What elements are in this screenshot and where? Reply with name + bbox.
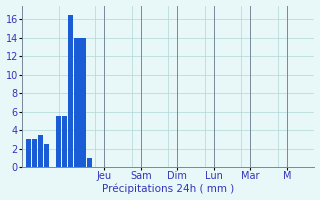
- Bar: [44, 144, 49, 167]
- Bar: [56, 116, 61, 167]
- Bar: [32, 139, 37, 167]
- Bar: [38, 135, 43, 167]
- Bar: [86, 158, 92, 167]
- Bar: [62, 116, 67, 167]
- Bar: [26, 139, 31, 167]
- Bar: [68, 15, 73, 167]
- X-axis label: Précipitations 24h ( mm ): Précipitations 24h ( mm ): [102, 184, 234, 194]
- Bar: [74, 38, 79, 167]
- Bar: [80, 38, 85, 167]
